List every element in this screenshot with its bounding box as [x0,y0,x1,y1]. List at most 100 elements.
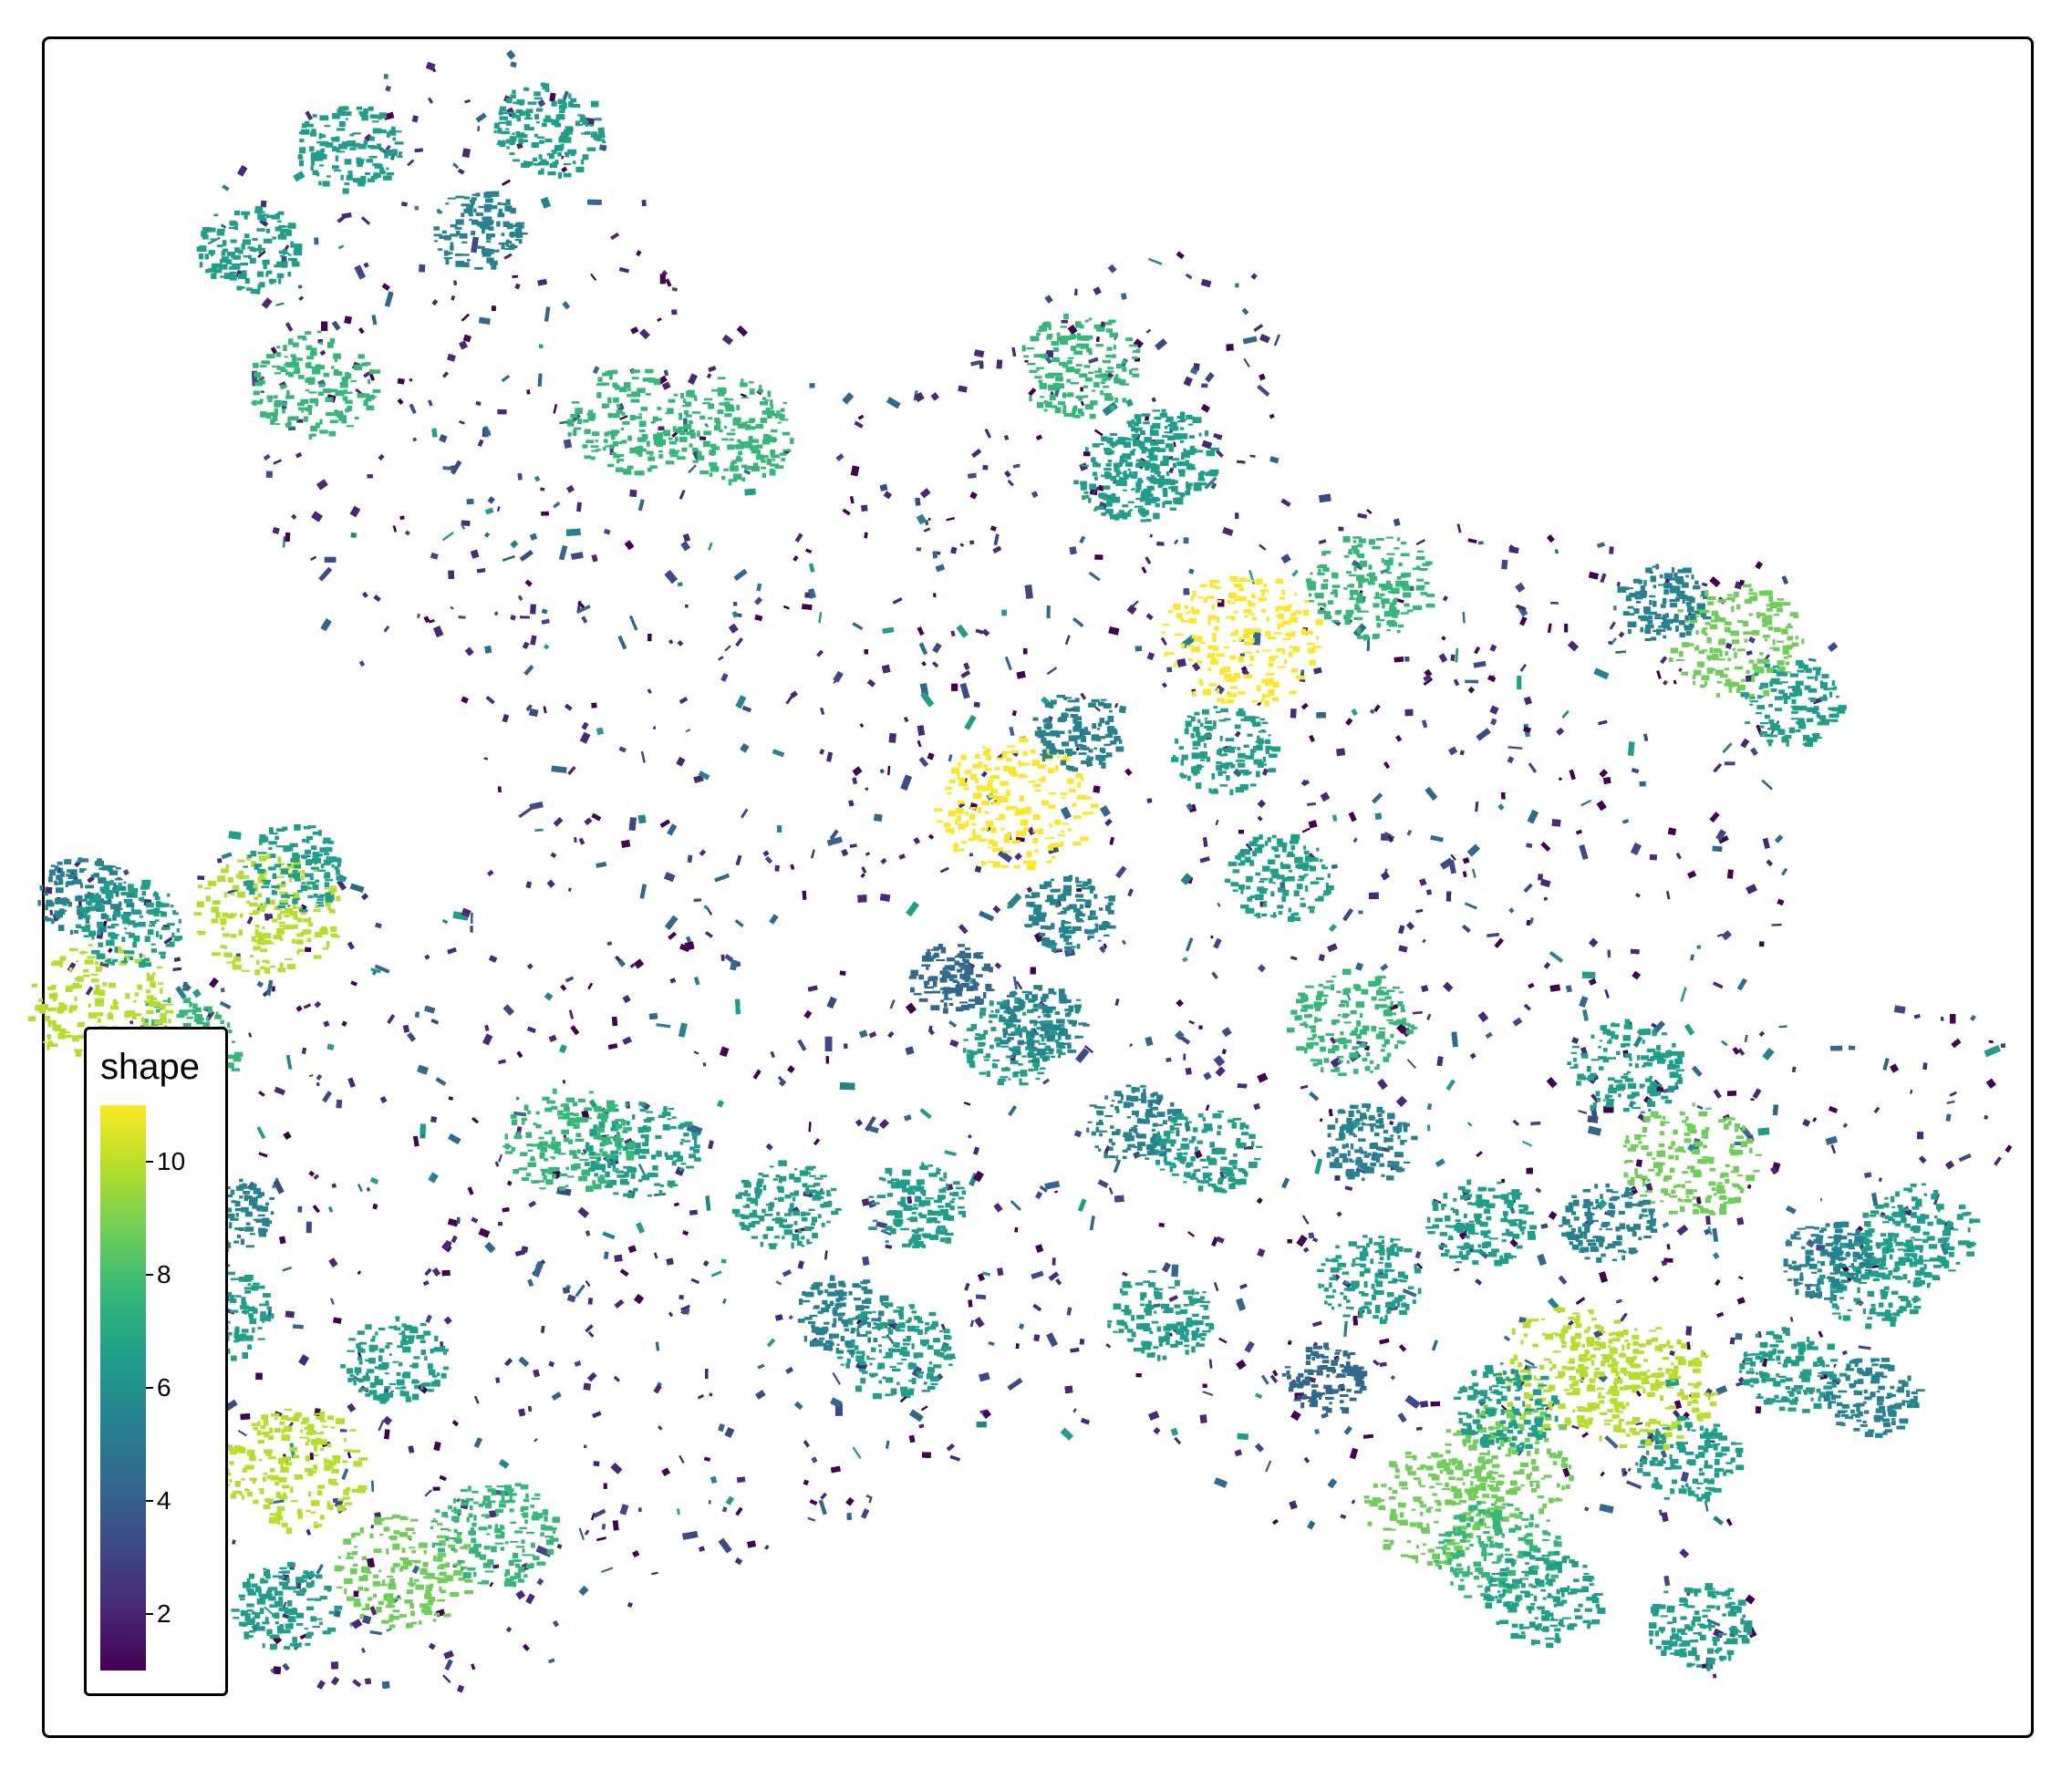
patch [475,112,487,123]
patch [428,1172,439,1184]
patch [918,757,928,768]
patch [369,1630,382,1636]
patch [807,985,818,992]
patch [1842,1350,1848,1355]
patch [648,634,652,642]
patch [301,1047,307,1055]
patch [1042,1078,1050,1085]
patch [982,1271,990,1277]
patch [1328,1109,1333,1117]
patch [485,696,495,705]
patch [886,1440,890,1449]
patch [1122,1271,1128,1277]
patch [861,1198,870,1206]
patch [787,1065,795,1073]
patch [735,1506,743,1516]
patch [1712,1673,1717,1679]
patch [541,608,548,615]
patch [496,506,501,512]
patch [1705,1216,1711,1226]
patch [992,905,1001,914]
patch [414,148,424,153]
patch [1319,1118,1323,1122]
patch [1381,871,1390,881]
patch [1174,539,1179,545]
patch [579,731,591,744]
patch [331,1676,340,1686]
patch [1148,258,1163,265]
patch [1155,338,1167,351]
patch [1745,1594,1756,1605]
patch [1174,1437,1181,1444]
patch [935,564,945,573]
patch [614,1298,625,1309]
patch [1988,1040,1994,1044]
patch [220,988,225,993]
patch [528,708,539,718]
patch [297,1205,303,1213]
patch [285,1310,295,1319]
patch [1250,273,1258,280]
patch [1032,1303,1042,1312]
patch [996,359,1003,369]
patch [629,616,638,631]
patch [1501,791,1506,800]
patch [705,905,713,916]
patch [657,317,662,322]
patch [1121,939,1126,946]
patch [1725,642,1733,649]
patch [318,566,333,582]
patch [1424,786,1438,802]
patch [1575,1297,1586,1305]
patch [852,1446,862,1459]
patch [484,532,490,538]
patch [587,982,593,989]
patch [387,1014,396,1025]
patch [630,326,639,335]
patch [1426,1124,1431,1132]
patch [341,212,352,219]
patch [2005,1144,2013,1153]
patch [471,1116,480,1124]
patch [471,1663,476,1671]
patch [1060,806,1072,820]
patch [1001,609,1007,616]
patch [433,1441,441,1452]
patch [1420,1401,1429,1408]
patch [308,1074,314,1078]
patch [291,513,297,520]
patch [1183,537,1189,544]
patch [1426,1013,1432,1020]
patch [1589,937,1599,947]
patch [612,1017,617,1027]
patch [744,488,756,496]
patch [1158,1222,1166,1228]
patch [752,1069,761,1080]
patch [1523,696,1532,706]
patch [306,1528,311,1536]
patch [1750,1098,1755,1101]
patch [1261,768,1269,776]
patch [328,1257,338,1267]
patch [620,839,631,848]
patch [802,890,807,900]
patch [1476,1151,1483,1158]
patch [637,499,645,512]
patch [1549,951,1564,963]
patch [617,636,627,650]
patch [448,570,455,579]
patch [107,947,113,954]
patch [1537,1254,1547,1266]
patch [1913,1014,1921,1019]
patch [1789,1317,1794,1322]
patch [634,1294,645,1304]
patch [919,1108,932,1120]
patch [659,274,666,284]
patch [880,858,887,864]
patch [541,618,550,625]
patch [256,1126,266,1140]
patch [1738,1276,1744,1280]
patch [1421,985,1429,992]
patch [1816,1245,1826,1251]
